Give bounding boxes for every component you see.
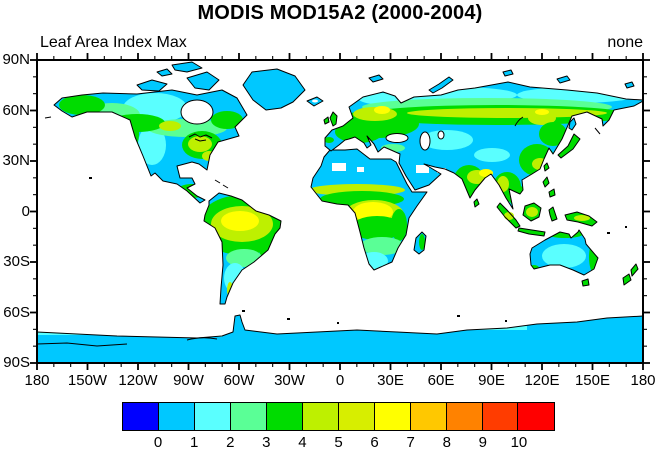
colorbar-cell bbox=[445, 402, 484, 431]
world-map bbox=[37, 61, 643, 363]
x-axis-tick-label: 30W bbox=[274, 372, 305, 389]
colorbar-cell bbox=[337, 402, 376, 431]
x-axis-tick-label: 0 bbox=[335, 372, 345, 389]
colorbar-cell bbox=[373, 402, 412, 431]
colorbar-tick-label: 10 bbox=[510, 434, 528, 449]
black-sea bbox=[385, 133, 409, 143]
colorbar-tick-label: 2 bbox=[226, 434, 235, 449]
colorbar-cell bbox=[229, 402, 268, 431]
colorbar-tick-label: 3 bbox=[262, 434, 271, 449]
x-axis-tick-label: 60E bbox=[427, 372, 455, 389]
colorbar-cell bbox=[517, 402, 556, 431]
colorbar-tick-label: 6 bbox=[370, 434, 379, 449]
y-axis-tick-label: 60S bbox=[3, 303, 30, 321]
colorbar-cell bbox=[301, 402, 340, 431]
canadian-arctic-islands bbox=[136, 61, 220, 92]
colorbar-cell bbox=[122, 402, 160, 431]
colorbar-tick-label: 0 bbox=[153, 434, 163, 449]
colorbar-cell bbox=[481, 402, 520, 431]
colorbar bbox=[122, 402, 556, 431]
colorbar-cell bbox=[157, 402, 196, 431]
colorbar-cell bbox=[265, 402, 304, 431]
colorbar-tick-label: 7 bbox=[406, 434, 415, 449]
south-america-lai-fill bbox=[204, 195, 281, 298]
x-axis-tick-label: 90E bbox=[478, 372, 505, 389]
indonesia bbox=[496, 202, 558, 237]
caspian-sea bbox=[419, 131, 431, 151]
colorbar-tick-label: 1 bbox=[189, 434, 199, 449]
y-axis-tick-label: 90S bbox=[3, 354, 30, 371]
antarctica-land bbox=[37, 315, 643, 363]
y-axis-tick-label: 60N bbox=[2, 101, 30, 119]
colorbar-tick-label: 8 bbox=[442, 434, 451, 449]
subtitle-right: none bbox=[607, 34, 643, 51]
subtitle-left: Leaf Area Index Max bbox=[40, 34, 187, 51]
new-zealand bbox=[622, 263, 639, 286]
y-axis-tick-label: 30N bbox=[2, 152, 30, 169]
colorbar-tick-label: 5 bbox=[334, 434, 343, 449]
x-axis-tick-label: 90W bbox=[173, 372, 204, 389]
x-axis-tick-label: 180 bbox=[24, 372, 50, 389]
x-axis-tick-label: 120E bbox=[524, 372, 560, 389]
aral-sea bbox=[437, 130, 445, 140]
hudson-bay bbox=[180, 99, 214, 125]
colorbar-cell bbox=[409, 402, 448, 431]
y-axis-tick-label: 0 bbox=[21, 202, 30, 220]
x-axis-tick-label: 120W bbox=[118, 372, 158, 389]
new-guinea bbox=[564, 211, 598, 227]
x-axis-tick-label: 180 bbox=[630, 372, 655, 389]
colorbar-tick-label: 4 bbox=[298, 434, 307, 449]
colorbar-cell bbox=[193, 402, 232, 431]
y-axis-tick-label: 90N bbox=[2, 51, 30, 68]
x-axis-tick-label: 150E bbox=[574, 372, 611, 389]
philippines bbox=[542, 176, 556, 198]
x-axis-tick-label: 60W bbox=[223, 372, 255, 389]
plot-title: MODIS MOD15A2 (2000-2004) bbox=[197, 2, 483, 24]
y-axis-tick-label: 30S bbox=[3, 253, 30, 270]
colorbar-tick-label: 9 bbox=[478, 434, 487, 449]
x-axis-tick-label: 150W bbox=[67, 372, 108, 389]
x-axis-tick-label: 30E bbox=[377, 372, 404, 389]
greenland-land bbox=[243, 69, 305, 110]
map-plot-area bbox=[37, 60, 643, 363]
